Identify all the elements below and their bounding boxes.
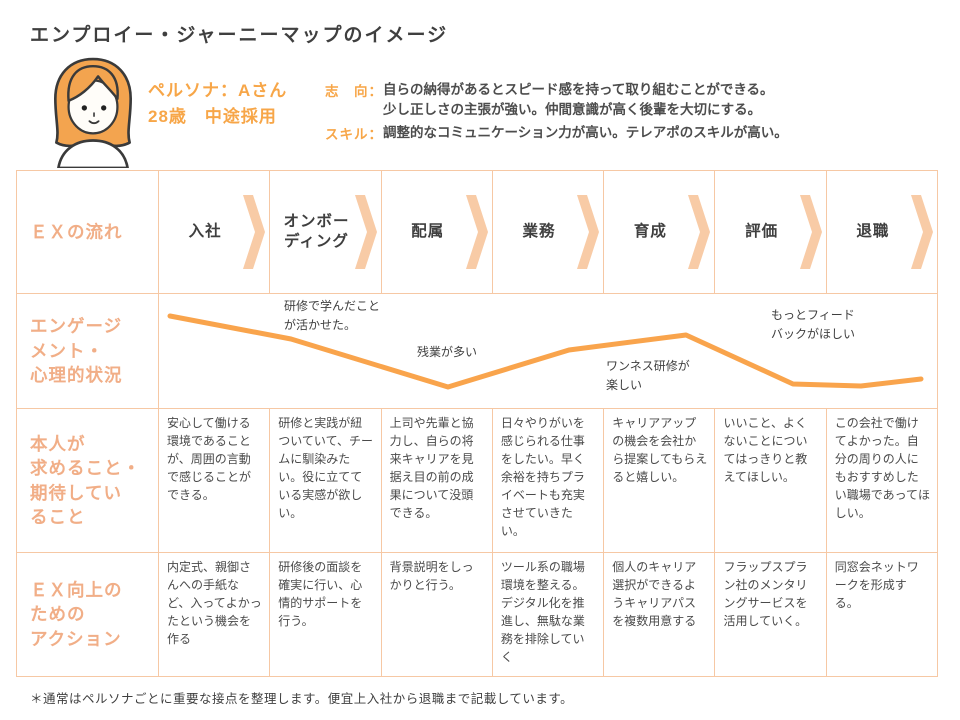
row-label-actions: ＥＸ向上の ための アクション	[17, 553, 159, 677]
trait-orientation: 志 向： 自らの納得があるとスピード感を持って取り組むことができる。 少し正しさ…	[325, 80, 788, 121]
journey-table: ＥＸの流れ 入社 オンボー ディング 配属 業務 育成 評価 退職	[16, 170, 939, 677]
stage-label: 育成	[633, 222, 667, 240]
expectation-cell: 上司や先輩と協力し、自らの将来キャリアを見据え目の前の成果について没頭できる。	[381, 409, 493, 553]
row-label-ex-flow: ＥＸの流れ	[17, 171, 159, 294]
chart-annotation: 研修で学んだこと が活かせた。	[284, 299, 381, 332]
stage-onboarding: オンボー ディング	[270, 171, 382, 294]
action-cell: フラップスプラン社のメンタリングサービスを活用していく。	[715, 553, 827, 677]
stage-ikusei: 育成	[604, 171, 716, 294]
row-label-expectations: 本人が 求めること・ 期待してい ること	[17, 409, 159, 553]
persona-avatar	[42, 56, 144, 173]
stage-hyoka: 評価	[715, 171, 827, 294]
action-cell: 内定式、親御さんへの手紙など、入ってよかったという機会を作る	[159, 553, 271, 677]
stage-gyomu: 業務	[492, 171, 605, 294]
expectation-cell: キャリアアップの機会を会社から提案してもらえると嬉しい。	[604, 409, 716, 553]
stage-taishoku: 退職	[826, 171, 939, 294]
persona-name-and-details: ペルソナ：Aさん 28歳 中途採用	[148, 81, 288, 127]
stage-chevron-icon	[688, 195, 711, 269]
trait-skill-text: 調整的なコミュニケーション力が高い。テレアポのスキルが高い。	[383, 124, 788, 140]
stage-label: 退職	[856, 222, 890, 240]
engagement-line-chart	[167, 313, 924, 390]
trait-orientation-text: 自らの納得があるとスピード感を持って取り組むことができる。 少し正しさの主張が強…	[383, 82, 774, 118]
stage-chevron-icon	[577, 195, 600, 269]
action-cell: 同窓会ネットワークを形成する。	[826, 553, 939, 677]
stage-haizoku: 配属	[381, 171, 493, 294]
page-title: エンプロイー・ジャーニーマップのイメージ	[30, 25, 449, 46]
action-cell: 研修後の面談を確実に行い、心情的サポートを行う。	[270, 553, 382, 677]
footnote: ＊通常はペルソナごとに重要な接点を整理します。便宜上入社から退職まで記載していま…	[30, 692, 574, 706]
expectation-cell: いいこと、よくないことについてはっきりと教えてほしい。	[715, 409, 827, 553]
action-cell: 個人のキャリア選択ができるようキャリアパスを複数用意する	[604, 553, 716, 677]
stage-label: 配属	[411, 222, 445, 240]
woman-avatar-icon	[54, 57, 132, 170]
expectation-cell: 日々やりがいを感じられる仕事をしたい。早く余裕を持ちプライベートも充実させていき…	[492, 409, 605, 553]
action-cell: 背景説明をしっかりと行う。	[381, 553, 493, 677]
stage-label: 評価	[745, 222, 779, 240]
trait-skill-label: スキル：	[325, 126, 383, 142]
stage-label: 入社	[188, 222, 222, 240]
stage-chevron-icon	[243, 195, 266, 269]
stage-label: 業務	[522, 222, 556, 240]
persona-traits: 志 向： 自らの納得があるとスピード感を持って取り組むことができる。 少し正しさ…	[325, 80, 788, 143]
stage-chevron-icon	[911, 195, 934, 269]
row-label-engagement: エンゲージ メント・ 心理的状況	[17, 294, 159, 409]
chart-annotation: ワンネス研修が 楽しい	[606, 359, 690, 392]
expectation-cell: この会社で働けてよかった。自分の周りの人にもおすすめしたい職場であってほしい。	[826, 409, 939, 553]
action-cell: ツール系の職場環境を整える。デジタル化を推進し、無駄な業務を排除していく	[492, 553, 605, 677]
engagement-chart: 研修で学んだこと が活かせた。 残業が多い ワンネス研修が 楽しい もっとフィー…	[159, 294, 939, 409]
chart-annotation: もっとフィード バックがほしい	[771, 308, 856, 341]
expectation-cell: 研修と実践が紐ついていて、チームに馴染みたい。役に立てている実感が欲しい。	[270, 409, 382, 553]
stage-chevron-icon	[354, 195, 377, 269]
stage-chevron-icon	[799, 195, 822, 269]
expectation-cell: 安心して働ける環境であることが、周囲の言動で感じることができる。	[159, 409, 271, 553]
trait-orientation-label: 志 向：	[325, 84, 383, 99]
stage-nyusha: 入社	[159, 171, 271, 294]
trait-skill: スキル： 調整的なコミュニケーション力が高い。テレアポのスキルが高い。	[325, 123, 788, 143]
stage-chevron-icon	[465, 195, 488, 269]
stage-label: オンボー ディング	[283, 212, 350, 250]
chart-annotation: 残業が多い	[417, 345, 478, 359]
